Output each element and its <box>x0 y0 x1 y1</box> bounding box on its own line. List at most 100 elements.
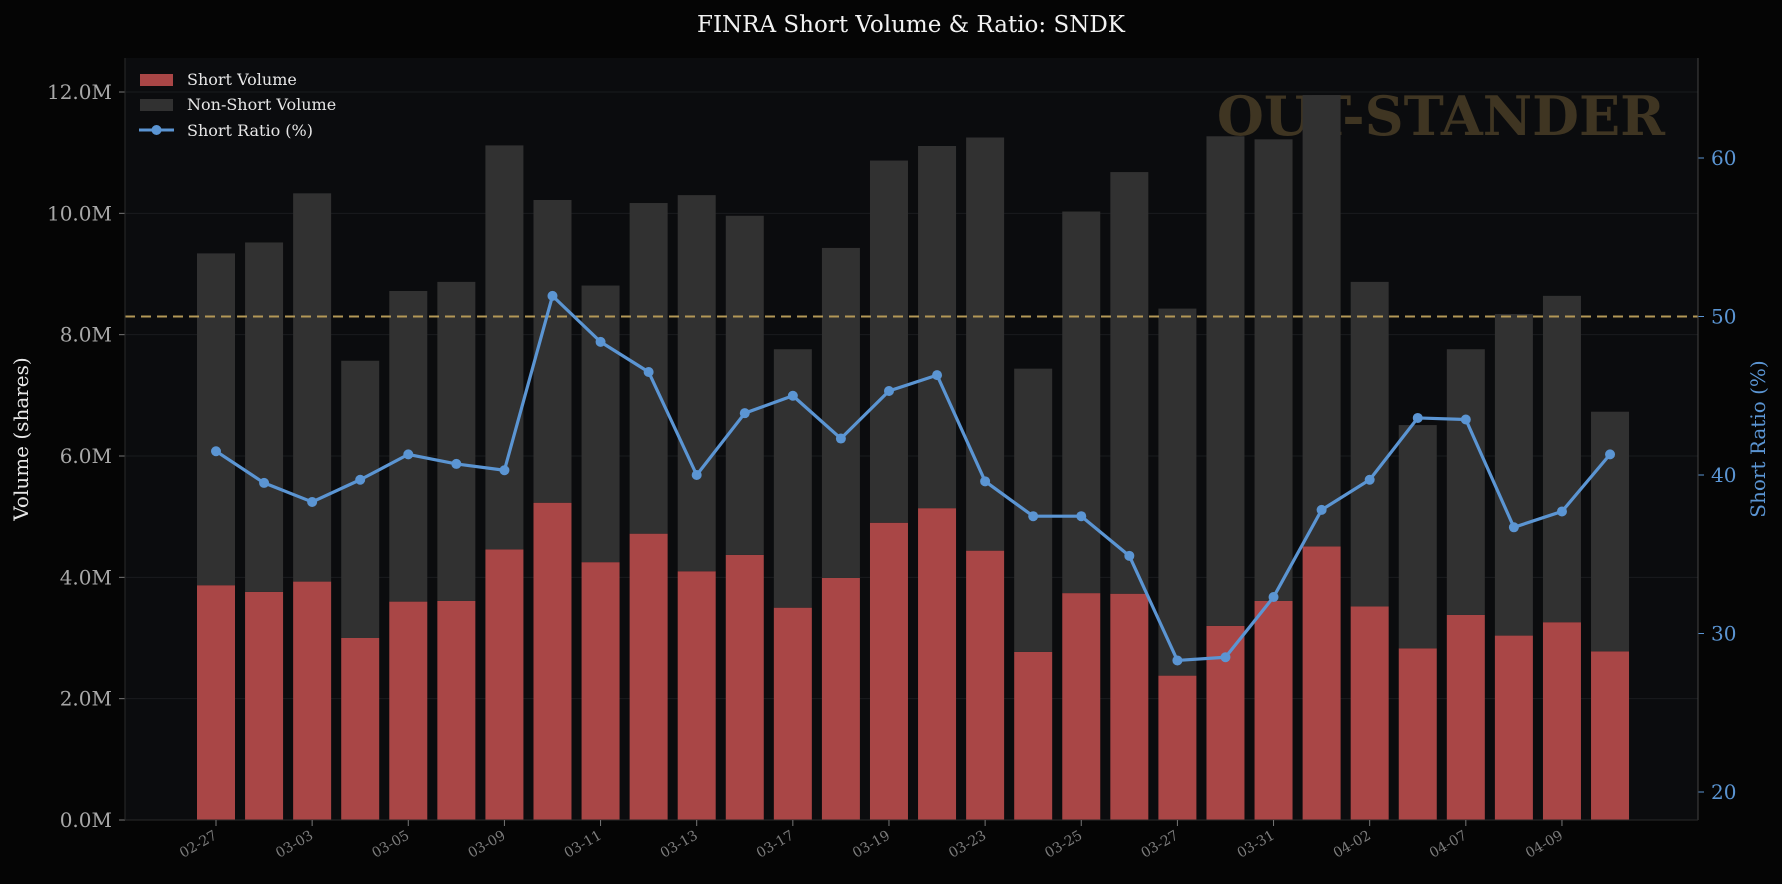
short-volume-bar <box>1350 606 1389 820</box>
short-ratio-point <box>451 458 462 469</box>
short-volume-bar <box>581 562 620 820</box>
legend-swatch-short-volume <box>140 74 173 86</box>
short-ratio-point <box>499 465 510 476</box>
non-short-volume-bar <box>485 145 524 550</box>
short-volume-bar <box>918 508 957 820</box>
short-volume-bar <box>245 591 284 820</box>
non-short-volume-bar <box>1591 411 1630 652</box>
short-volume-bar <box>1398 648 1437 820</box>
short-volume-bar <box>725 554 764 820</box>
short-ratio-point <box>1460 414 1471 425</box>
short-volume-bar <box>293 581 332 820</box>
short-volume-bar <box>485 549 524 820</box>
non-short-volume-bar <box>1350 281 1389 607</box>
short-ratio-point <box>1028 511 1039 522</box>
y-axis-label: Volume (shares) <box>9 357 33 521</box>
short-ratio-point <box>595 336 606 347</box>
short-ratio-line <box>215 294 1612 663</box>
legend-swatch-non-short-volume <box>140 99 173 111</box>
short-volume-bar <box>437 600 476 820</box>
y2-tick-label: 40 <box>1711 463 1736 487</box>
non-short-volume-bar <box>1062 211 1101 594</box>
non-short-volume-bar <box>966 137 1005 551</box>
non-short-volume-bar <box>1302 95 1341 547</box>
short-volume-bar <box>1542 622 1581 820</box>
short-volume-bar <box>677 571 716 820</box>
short-ratio-point <box>211 446 221 457</box>
short-volume-bar <box>869 522 908 820</box>
short-ratio-point <box>1316 504 1327 515</box>
chart-title: FINRA Short Volume & Ratio: SNDK <box>697 12 1126 38</box>
y2-tick-label: 50 <box>1711 305 1736 329</box>
non-short-volume-bar <box>869 160 908 523</box>
short-volume-bar <box>1158 675 1197 820</box>
non-short-volume-bar <box>293 193 332 582</box>
ratio-series <box>211 290 1616 666</box>
non-short-volume-bar <box>1014 368 1053 652</box>
non-short-volume-bar <box>197 253 235 586</box>
legend-marker-short-ratio <box>151 125 162 135</box>
non-short-volume-bar <box>533 199 572 503</box>
short-ratio-point <box>1412 412 1423 423</box>
y-tick-label: 4.0M <box>60 565 112 589</box>
short-volume-bar <box>821 577 860 820</box>
y-tick-label: 12.0M <box>47 80 112 104</box>
non-short-volume-bar <box>821 247 860 578</box>
non-short-volume-bar <box>1398 425 1437 649</box>
short-ratio-point <box>1172 655 1183 666</box>
short-ratio-point <box>355 474 366 485</box>
non-short-volume-bar <box>389 290 428 602</box>
short-ratio-point <box>307 496 318 507</box>
short-ratio-point <box>1605 449 1616 460</box>
y-tick-label: 0.0M <box>60 808 112 832</box>
short-ratio-point <box>980 476 991 487</box>
short-ratio-point <box>403 449 414 460</box>
y2-tick-label: 30 <box>1711 622 1736 646</box>
short-ratio-point <box>643 366 654 377</box>
short-volume-bar <box>966 550 1005 820</box>
short-ratio-point <box>547 290 558 301</box>
short-ratio-point <box>932 370 943 381</box>
non-short-volume-bar <box>1110 172 1149 594</box>
short-volume-bar <box>197 585 235 820</box>
non-short-volume-bar <box>725 215 764 555</box>
legend: Short Volume Non-Short Volume Short Rati… <box>139 70 336 140</box>
legend-label-non-short-volume: Non-Short Volume <box>187 95 336 114</box>
y-tick-label: 6.0M <box>60 444 112 468</box>
non-short-volume-bar <box>1254 139 1293 601</box>
short-volume-bar <box>1446 614 1485 820</box>
short-volume-bar <box>1254 600 1293 820</box>
short-volume-bar <box>1110 593 1149 820</box>
short-volume-bar <box>773 607 812 820</box>
non-short-volume-bar <box>437 281 476 601</box>
short-volume-bar <box>389 601 428 820</box>
short-volume-bar <box>533 502 572 820</box>
y-tick-label: 2.0M <box>60 687 112 711</box>
non-short-volume-bar <box>677 195 716 572</box>
non-short-volume-bar <box>1446 349 1485 615</box>
short-volume-bar <box>1591 651 1630 820</box>
short-volume-bar <box>629 533 668 820</box>
non-short-volume-bar <box>1158 308 1197 676</box>
legend-label-short-volume: Short Volume <box>187 70 297 89</box>
short-ratio-point <box>739 408 750 419</box>
short-ratio-point <box>1364 474 1375 485</box>
non-short-volume-bar <box>918 145 957 509</box>
bar-series <box>197 95 1630 820</box>
short-ratio-point <box>835 433 846 444</box>
y-tick-label: 10.0M <box>47 201 112 225</box>
non-short-volume-bar <box>1494 314 1533 636</box>
watermark: OUT-STANDER <box>1217 84 1666 148</box>
y2-tick-label: 20 <box>1711 780 1736 804</box>
non-short-volume-bar <box>341 360 380 638</box>
short-volume-bar <box>341 638 380 820</box>
non-short-volume-bar <box>245 242 284 592</box>
short-volume-bar <box>1062 593 1101 820</box>
short-ratio-point <box>883 385 894 396</box>
short-ratio-point <box>1268 592 1279 603</box>
short-ratio-point <box>1508 522 1519 533</box>
short-ratio-point <box>691 470 702 480</box>
y2-axis-label: Short Ratio (%) <box>1746 360 1770 517</box>
short-ratio-point <box>1124 550 1135 561</box>
